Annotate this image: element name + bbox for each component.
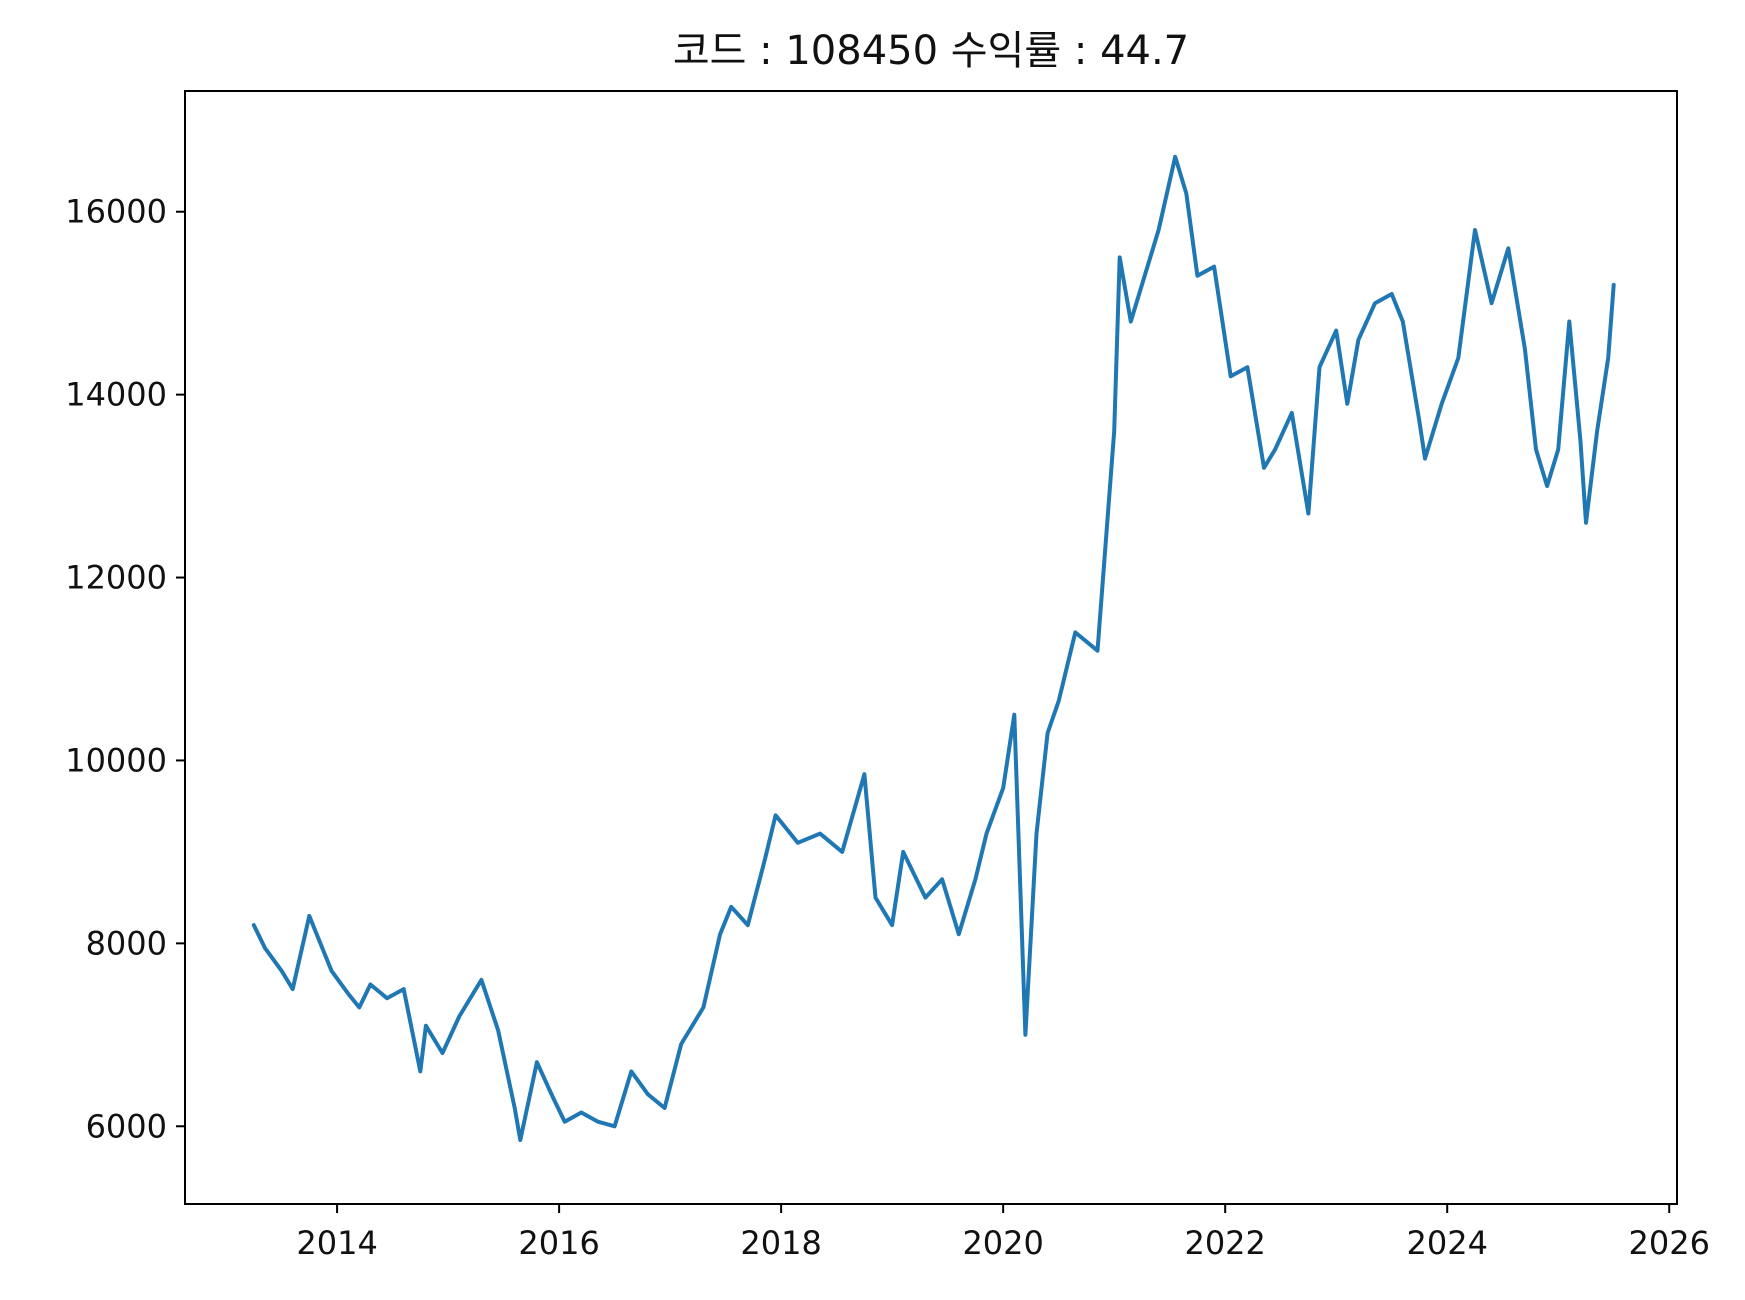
- plot-marks: [251, 154, 1616, 1142]
- y-tick-label: 10000: [65, 741, 167, 779]
- y-tick-label: 14000: [65, 376, 167, 414]
- plot-frame: [184, 90, 1678, 1205]
- x-tick-label: 2018: [740, 1224, 821, 1262]
- x-tick-label: 2014: [296, 1224, 377, 1262]
- x-tick-label: 2026: [1629, 1224, 1710, 1262]
- y-tick-label: 8000: [86, 924, 167, 962]
- x-tick-label: 2016: [518, 1224, 599, 1262]
- y-tick-label: 6000: [86, 1107, 167, 1145]
- x-tick-label: 2020: [962, 1224, 1043, 1262]
- y-tick-label: 12000: [65, 559, 167, 597]
- y-tick-label: 16000: [65, 193, 167, 231]
- x-tick-label: 2022: [1184, 1224, 1265, 1262]
- y-axis: 6000 8000 10000 12000 14000 16000: [65, 193, 185, 1145]
- x-tick-label: 2024: [1406, 1224, 1487, 1262]
- series-line-0: [251, 154, 1616, 1142]
- x-axis: 2014 2016 2018 2020 2022 2024 2026: [296, 1204, 1710, 1262]
- chart-title: 코드 : 108450 수익률 : 44.7: [673, 28, 1189, 74]
